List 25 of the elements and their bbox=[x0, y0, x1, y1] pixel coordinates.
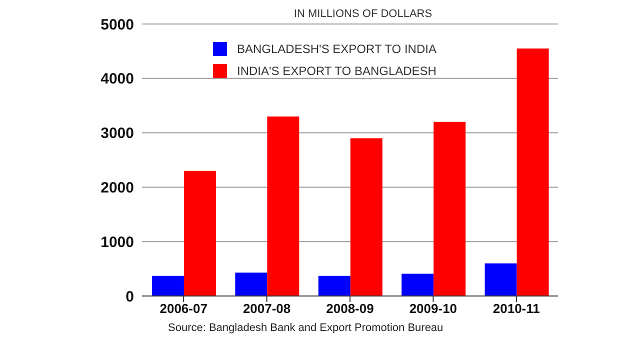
bar bbox=[318, 276, 350, 296]
bar bbox=[184, 170, 216, 296]
y-tick-label: 1000 bbox=[100, 234, 134, 251]
chart-title: IN MILLIONS OF DOLLARS bbox=[292, 8, 434, 20]
legend-label: INDIA'S EXPORT TO BANGLADESH bbox=[237, 64, 436, 78]
y-tick-label: 0 bbox=[126, 288, 134, 306]
y-tick-label: 4000 bbox=[100, 70, 134, 88]
bar bbox=[350, 138, 382, 296]
x-tick-label: 2009-10 bbox=[409, 301, 458, 316]
bar bbox=[235, 272, 268, 296]
bar bbox=[402, 274, 434, 296]
y-tick-label: 5000 bbox=[100, 16, 134, 34]
x-tick-label: 2008-09 bbox=[326, 301, 374, 316]
source-note: Source: Bangladesh Bank and Export Promotion Bureau bbox=[168, 322, 444, 334]
bar bbox=[152, 276, 184, 296]
bar bbox=[267, 116, 300, 296]
x-tick-label: 2006-07 bbox=[160, 301, 208, 316]
bar bbox=[516, 48, 549, 296]
x-tick-label: 2007-08 bbox=[242, 301, 291, 316]
bar bbox=[484, 263, 517, 296]
x-tick-label: 2010-11 bbox=[492, 301, 540, 316]
y-tick-label: 3000 bbox=[100, 125, 134, 142]
legend-label: BANGLADESH'S EXPORT TO INDIA bbox=[237, 42, 436, 56]
y-tick-label: 2000 bbox=[100, 180, 134, 197]
bar bbox=[434, 122, 466, 296]
